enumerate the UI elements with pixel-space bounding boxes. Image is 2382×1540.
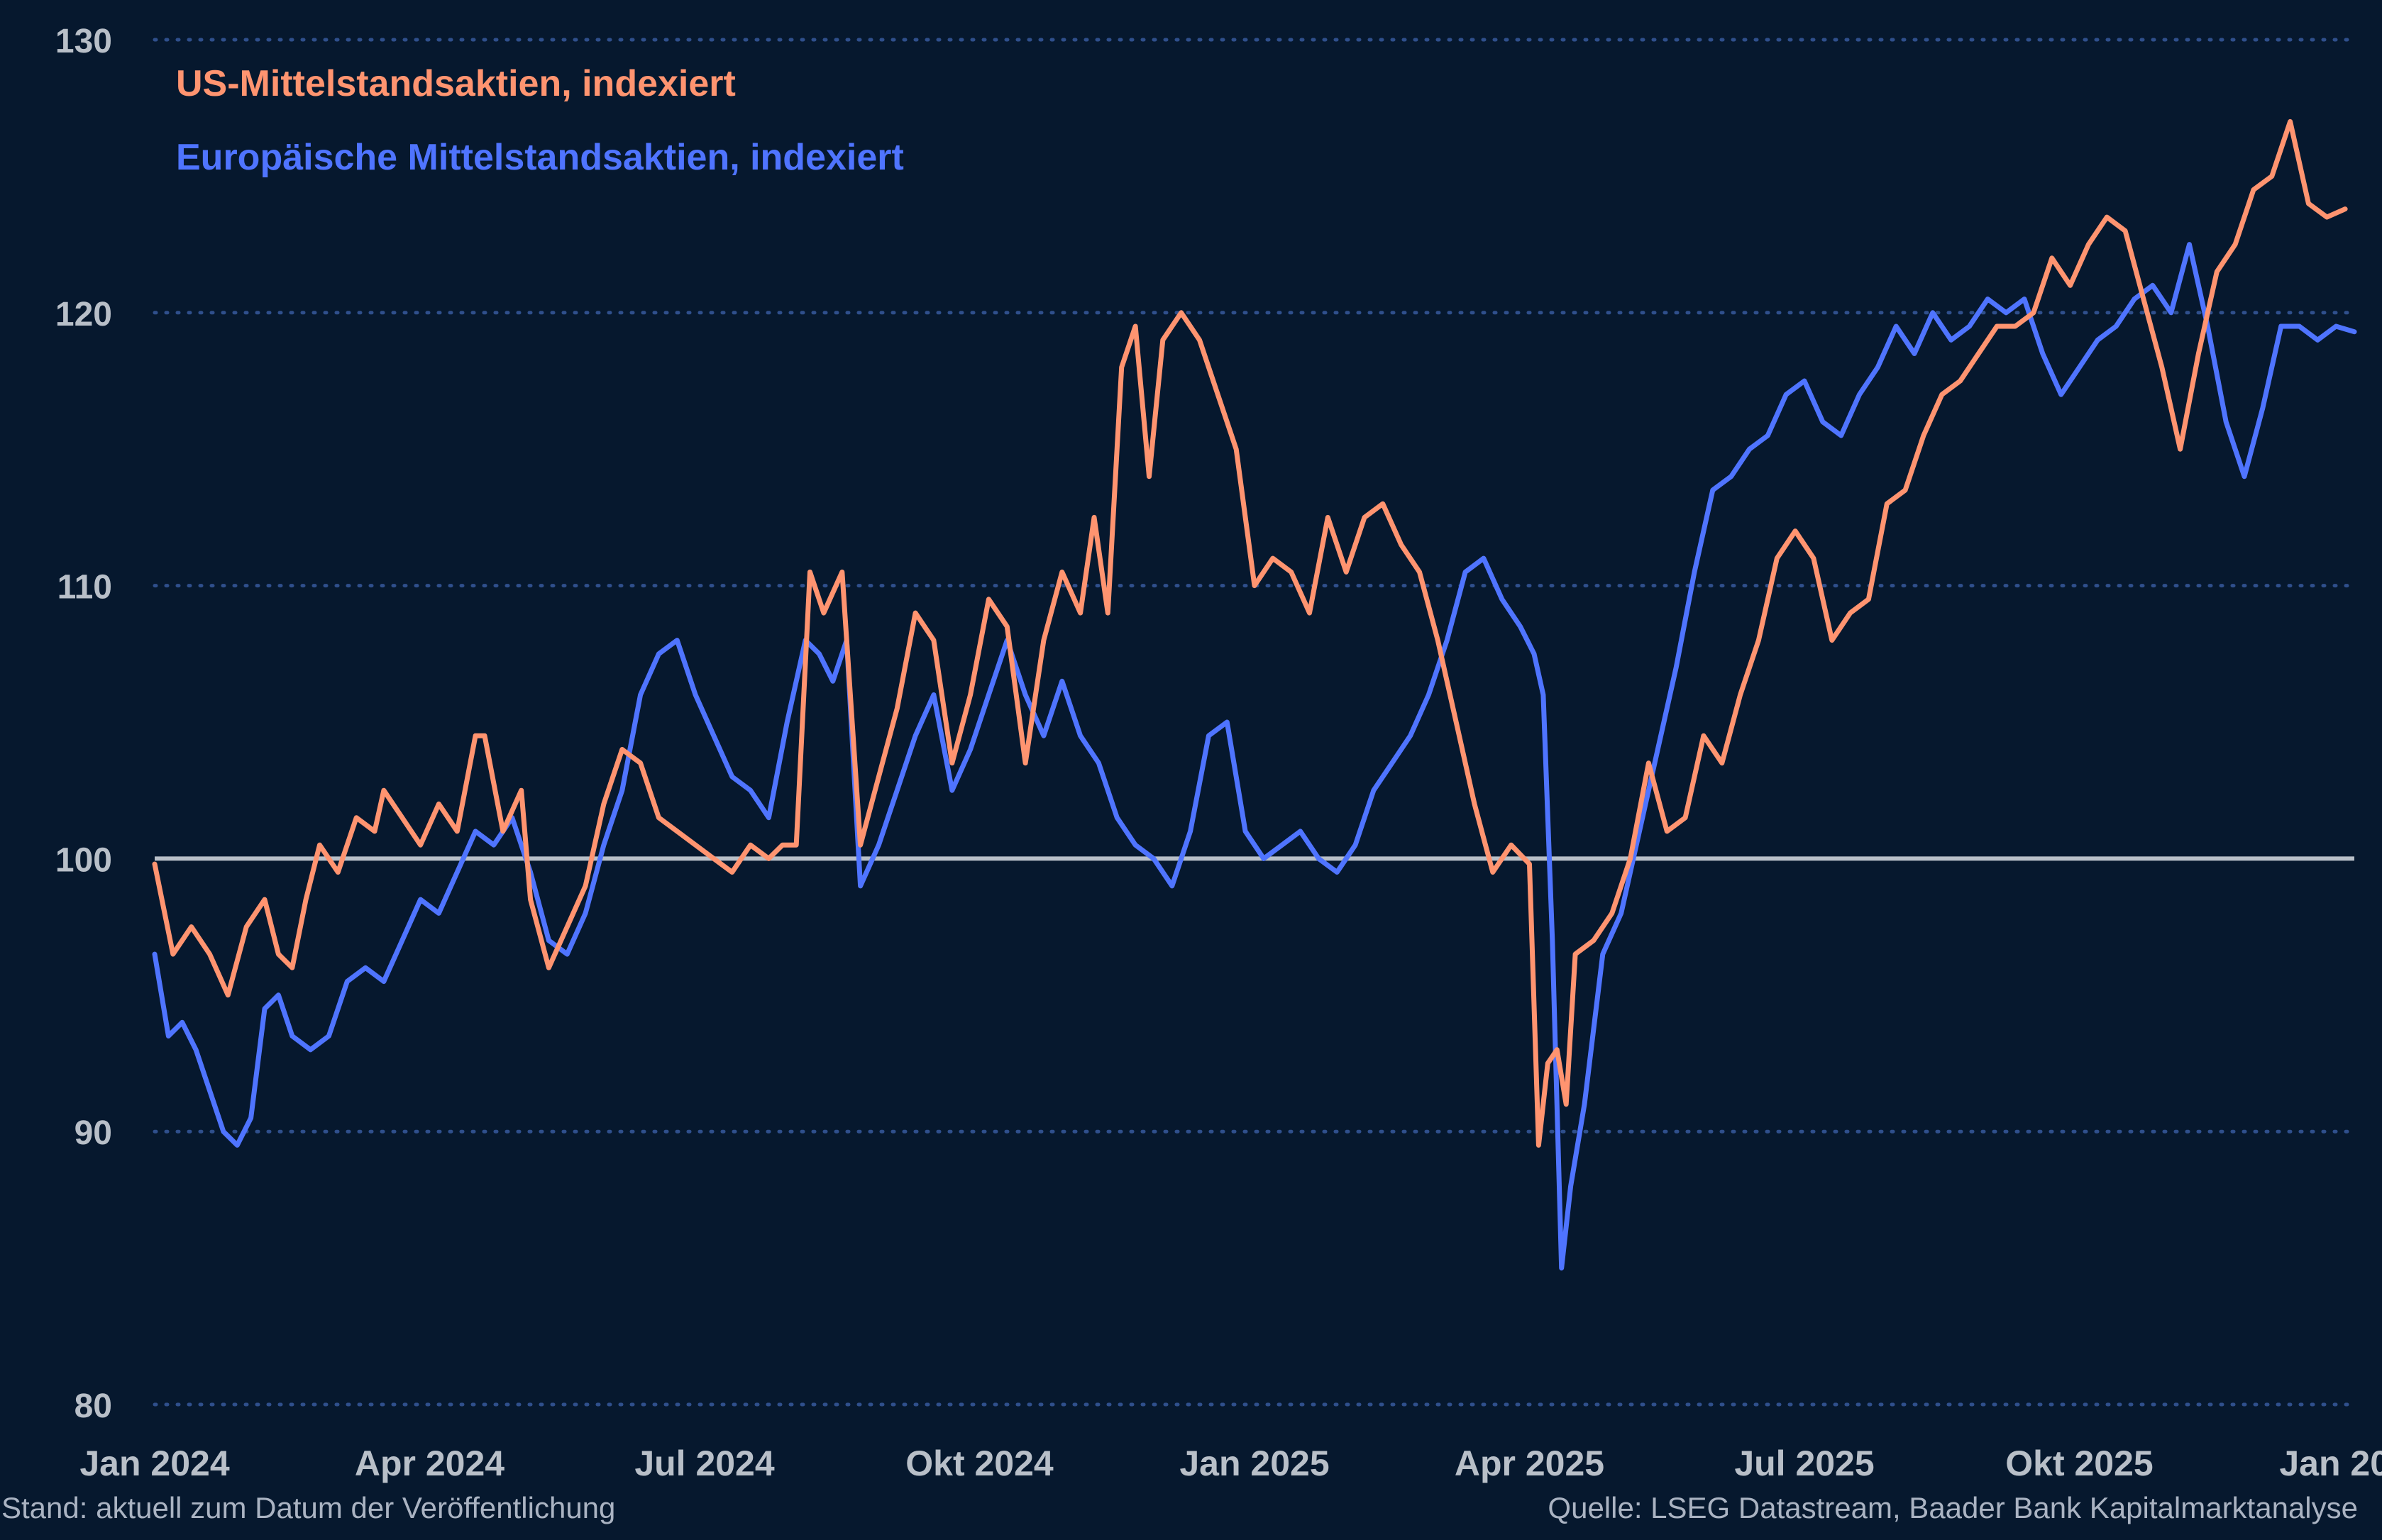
series-group [152,118,2357,1271]
y-tick-label: 80 [75,1387,112,1425]
series-line-us [152,118,2348,1148]
x-tick-label: Jul 2024 [634,1444,775,1483]
y-tick-label: 110 [57,569,112,606]
footer-status-note: Stand: aktuell zum Datum der Veröffentli… [1,1491,616,1524]
y-tick-label: 90 [75,1114,112,1152]
x-axis-ticks: Jan 2024 Apr 2024 Jul 2024 Okt 2024 Jan 2025… [79,1444,2382,1483]
x-tick-label: Jan 2024 [79,1444,229,1483]
y-tick-label: 130 [55,23,112,60]
legend-us-series: US-Mittelstandsaktien, indexiert [176,63,736,104]
x-tick-label: Jan 2026 [2279,1444,2382,1483]
y-axis-ticks: 80 90 100 110 120 130 [55,23,112,1425]
y-tick-label: 120 [55,296,112,333]
x-tick-label: Jul 2025 [1734,1444,1874,1483]
gridlines [153,38,2356,1407]
x-tick-label: Apr 2025 [1455,1444,1604,1483]
series-line-eu [152,242,2357,1271]
legend-eu-series: Europäische Mittelstandsaktien, indexier… [176,137,904,178]
y-tick-label: 100 [55,841,112,879]
footer-source-note: Quelle: LSEG Datastream, Baader Bank Kap… [1548,1491,2358,1524]
x-tick-label: Okt 2025 [2005,1444,2153,1483]
x-tick-label: Jan 2025 [1179,1444,1329,1483]
x-tick-label: Apr 2024 [355,1444,504,1483]
x-tick-label: Okt 2024 [905,1444,1054,1483]
